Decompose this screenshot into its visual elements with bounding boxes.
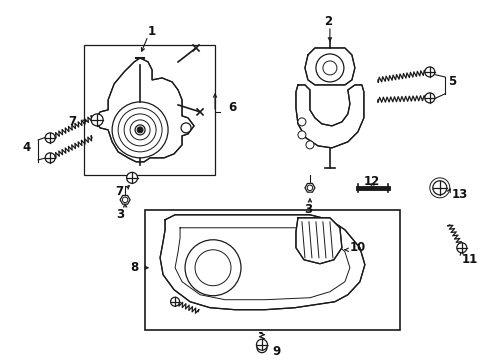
- Text: 5: 5: [448, 76, 456, 89]
- Circle shape: [425, 67, 435, 77]
- Circle shape: [130, 120, 150, 140]
- Polygon shape: [120, 195, 130, 204]
- Circle shape: [425, 93, 435, 103]
- Text: 3: 3: [116, 208, 124, 221]
- Polygon shape: [160, 215, 365, 310]
- Circle shape: [45, 133, 55, 143]
- Circle shape: [457, 243, 467, 253]
- Text: 6: 6: [228, 102, 236, 114]
- Circle shape: [91, 114, 103, 126]
- Text: 7: 7: [68, 116, 76, 129]
- Circle shape: [185, 240, 241, 296]
- Circle shape: [307, 185, 313, 190]
- Circle shape: [306, 141, 314, 149]
- Text: 10: 10: [350, 241, 366, 254]
- Circle shape: [316, 54, 344, 82]
- Text: 9: 9: [272, 345, 280, 358]
- Text: 7: 7: [115, 185, 123, 198]
- Polygon shape: [94, 58, 194, 162]
- Circle shape: [126, 172, 138, 183]
- Circle shape: [433, 181, 447, 195]
- Text: 8: 8: [130, 261, 138, 274]
- Circle shape: [195, 250, 231, 286]
- Circle shape: [257, 343, 267, 353]
- Circle shape: [171, 297, 179, 306]
- Polygon shape: [296, 85, 364, 148]
- Polygon shape: [296, 218, 342, 264]
- Text: 3: 3: [304, 203, 312, 216]
- Polygon shape: [305, 48, 355, 85]
- Circle shape: [112, 102, 168, 158]
- Circle shape: [298, 131, 306, 139]
- Text: 4: 4: [22, 141, 30, 154]
- Circle shape: [323, 61, 337, 75]
- Text: 2: 2: [324, 15, 332, 28]
- Circle shape: [298, 118, 306, 126]
- Circle shape: [135, 125, 145, 135]
- Text: 11: 11: [462, 253, 478, 266]
- Circle shape: [124, 114, 156, 146]
- Bar: [145, 210, 400, 330]
- Circle shape: [45, 153, 55, 163]
- Polygon shape: [305, 184, 315, 192]
- Bar: [84, 45, 215, 175]
- Text: 13: 13: [452, 188, 468, 201]
- Circle shape: [256, 339, 268, 350]
- Text: 1: 1: [148, 26, 156, 39]
- Circle shape: [118, 108, 162, 152]
- Circle shape: [137, 127, 143, 133]
- Circle shape: [181, 123, 191, 133]
- Circle shape: [122, 197, 128, 203]
- Text: 12: 12: [364, 175, 380, 188]
